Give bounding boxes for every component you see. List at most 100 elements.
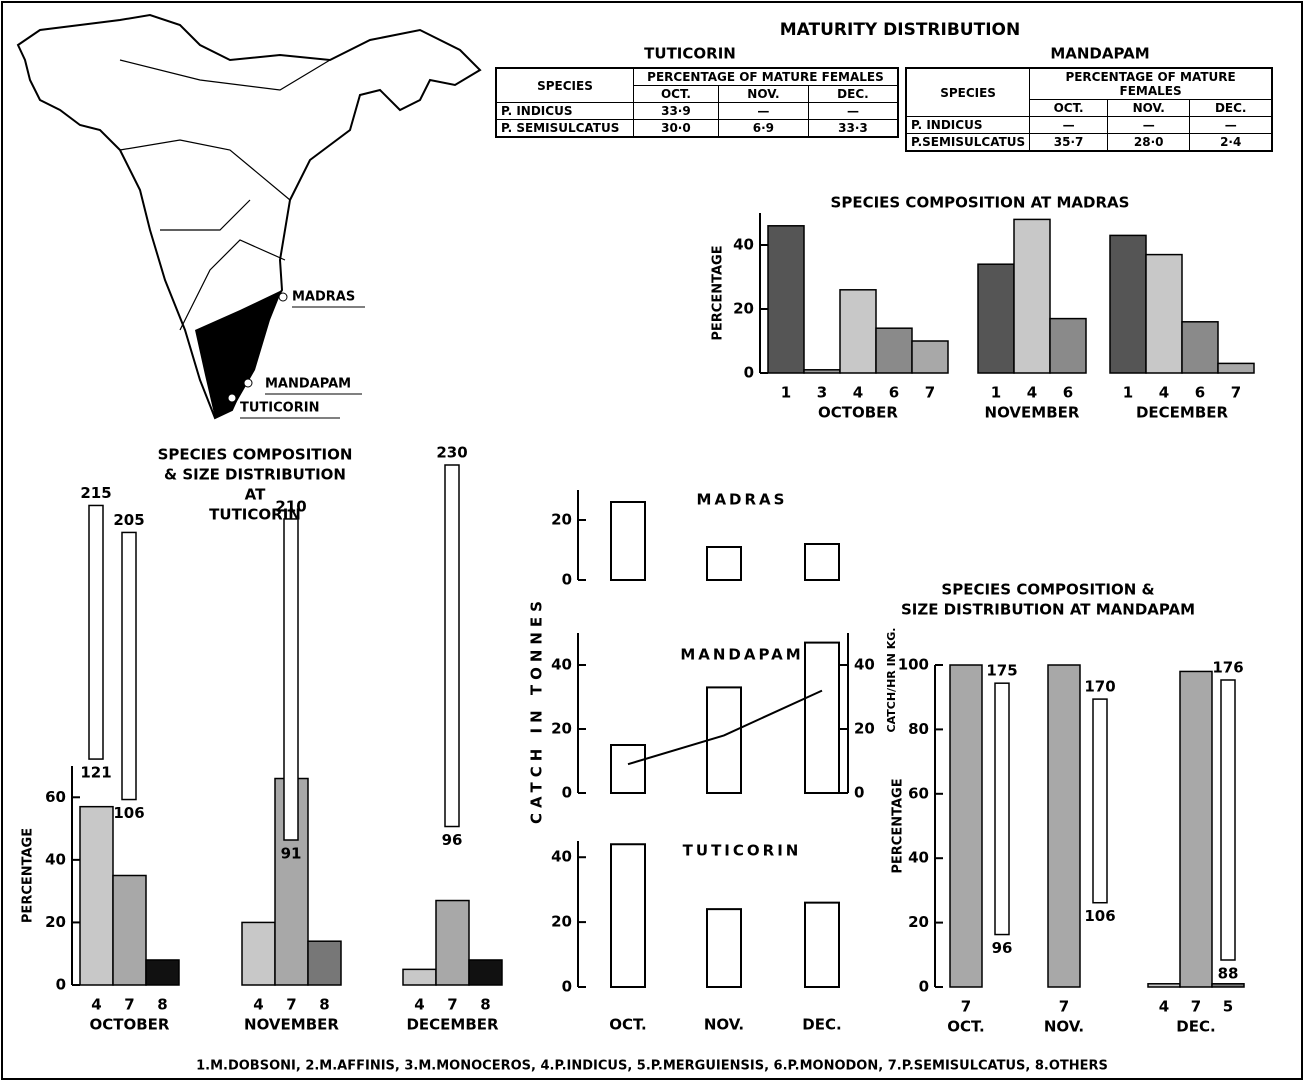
size-label: 205 [113,511,144,529]
x-tick-label: 6 [1063,384,1073,402]
size-label: 121 [80,764,111,782]
table-header: PERCENTAGE OF MATURE FEMALES [632,67,899,86]
size-range [88,504,104,760]
table-species: P.SEMISULCATUS [905,133,1031,152]
x-tick-label: OCT. [609,1016,646,1034]
x-tick-label: 7 [447,996,457,1014]
x-tick-label: 1 [1123,384,1133,402]
size-label: 215 [80,484,111,502]
y-tick-label: 100 [898,656,929,674]
bar [804,641,840,794]
table-species: P. INDICUS [495,102,634,120]
site-marker [278,292,288,302]
bar [706,686,742,795]
table-month: NOV. [1106,99,1191,117]
map-outline [16,13,482,420]
x-tick-label: 7 [1059,998,1069,1016]
y-tick-label: 0 [562,978,572,996]
size-label: 96 [442,831,463,849]
y-tick-label: 0 [854,784,864,802]
x-tick-label: NOV. [704,1016,744,1034]
group-label: OCT. [947,1018,984,1036]
table-station: TUTICORIN [644,45,736,63]
size-label: 91 [281,845,302,863]
bar [1049,317,1087,374]
group-label: DECEMBER [1136,404,1229,422]
x-tick-label: 1 [781,384,791,402]
bar [610,501,646,581]
x-tick-label: 8 [157,996,167,1014]
y-tick-label: 40 [45,850,66,868]
site-marker [227,393,237,403]
table-cell: 30·0 [632,119,719,138]
size-label: 176 [1212,659,1243,677]
y-tick-label: 20 [551,913,572,931]
y-tick-label: 20 [733,300,754,318]
map-state-lines [119,59,331,331]
chart-title: & SIZE DISTRIBUTION [164,466,346,484]
axis-label: PERCENTAGE [891,778,906,873]
table-station: MANDAPAM [1050,45,1149,63]
x-tick-label: 7 [925,384,935,402]
axis-label: PERCENTAGE [21,828,36,923]
maturity-title: MATURITY DISTRIBUTION [780,20,1020,40]
bar [1211,983,1245,988]
table-row: SPECIES PERCENTAGE OF MATURE FEMALES [495,67,899,103]
chart-title: TUTICORIN [209,506,301,524]
bar [1013,218,1051,374]
x-tick-label: 6 [889,384,899,402]
table-cell: — [1189,116,1273,134]
table-cell: — [1029,116,1108,134]
table-cell: 6·9 [717,119,809,138]
x-tick-label: 5 [1223,998,1233,1016]
bar [1179,670,1213,988]
group-label: NOVEMBER [985,404,1080,422]
table-header: PERCENTAGE OF MATURE FEMALES [1029,67,1273,100]
x-tick-label: 4 [414,996,424,1014]
maturity-table: SPECIES PERCENTAGE OF MATURE FEMALES OCT. N… [495,67,899,138]
chart-title: SIZE DISTRIBUTION AT MANDAPAM [901,601,1195,619]
x-tick-label: 4 [91,996,101,1014]
x-tick-label: 7 [1191,998,1201,1016]
group-label: NOV. [1044,1018,1084,1036]
table-row: P. INDICUS 33·9— — [495,102,899,120]
size-label: 106 [1084,907,1115,925]
bar [706,908,742,989]
bar [610,843,646,988]
bar [145,959,180,986]
table-row: P. INDICUS — — — [905,116,1273,134]
size-label: 106 [113,804,144,822]
site-marker [243,378,253,388]
y-tick-label: 40 [854,656,875,674]
bar [1217,362,1255,374]
bar [1147,983,1181,988]
footnote: 1.M.DOBSONI, 2.M.AFFINIS, 3.M.MONOCEROS,… [196,1059,1108,1074]
table-row: P. SEMISULCATUS 30·0 6·9 33·3 [495,119,899,138]
x-tick-label: 8 [319,996,329,1014]
table-month: OCT. [632,85,719,103]
bar [804,901,840,989]
panel-title: TUTICORIN [683,842,802,860]
table-row: P.SEMISULCATUS 35·7 28·0 2·4 [905,133,1273,152]
chart-title: SPECIES COMPOSITION [158,446,353,464]
table-cell: 35·7 [1029,133,1108,152]
group-label: OCTOBER [818,404,898,422]
table-header: SPECIES [495,67,634,103]
x-tick-label: DEC. [802,1016,841,1034]
size-label: 230 [436,444,467,462]
bar [274,777,309,986]
bar [911,340,949,374]
catch-rate-line [627,689,823,766]
table-species: P. SEMISULCATUS [495,119,634,138]
y-tick-label: 40 [551,656,572,674]
chart-title: AT [245,486,266,504]
bar [839,289,877,374]
table-month: DEC. [1189,99,1273,117]
bar [1047,664,1081,988]
x-tick-label: 7 [286,996,296,1014]
group-label: OCTOBER [90,1016,170,1034]
bar [1109,234,1147,374]
bar [435,899,470,986]
